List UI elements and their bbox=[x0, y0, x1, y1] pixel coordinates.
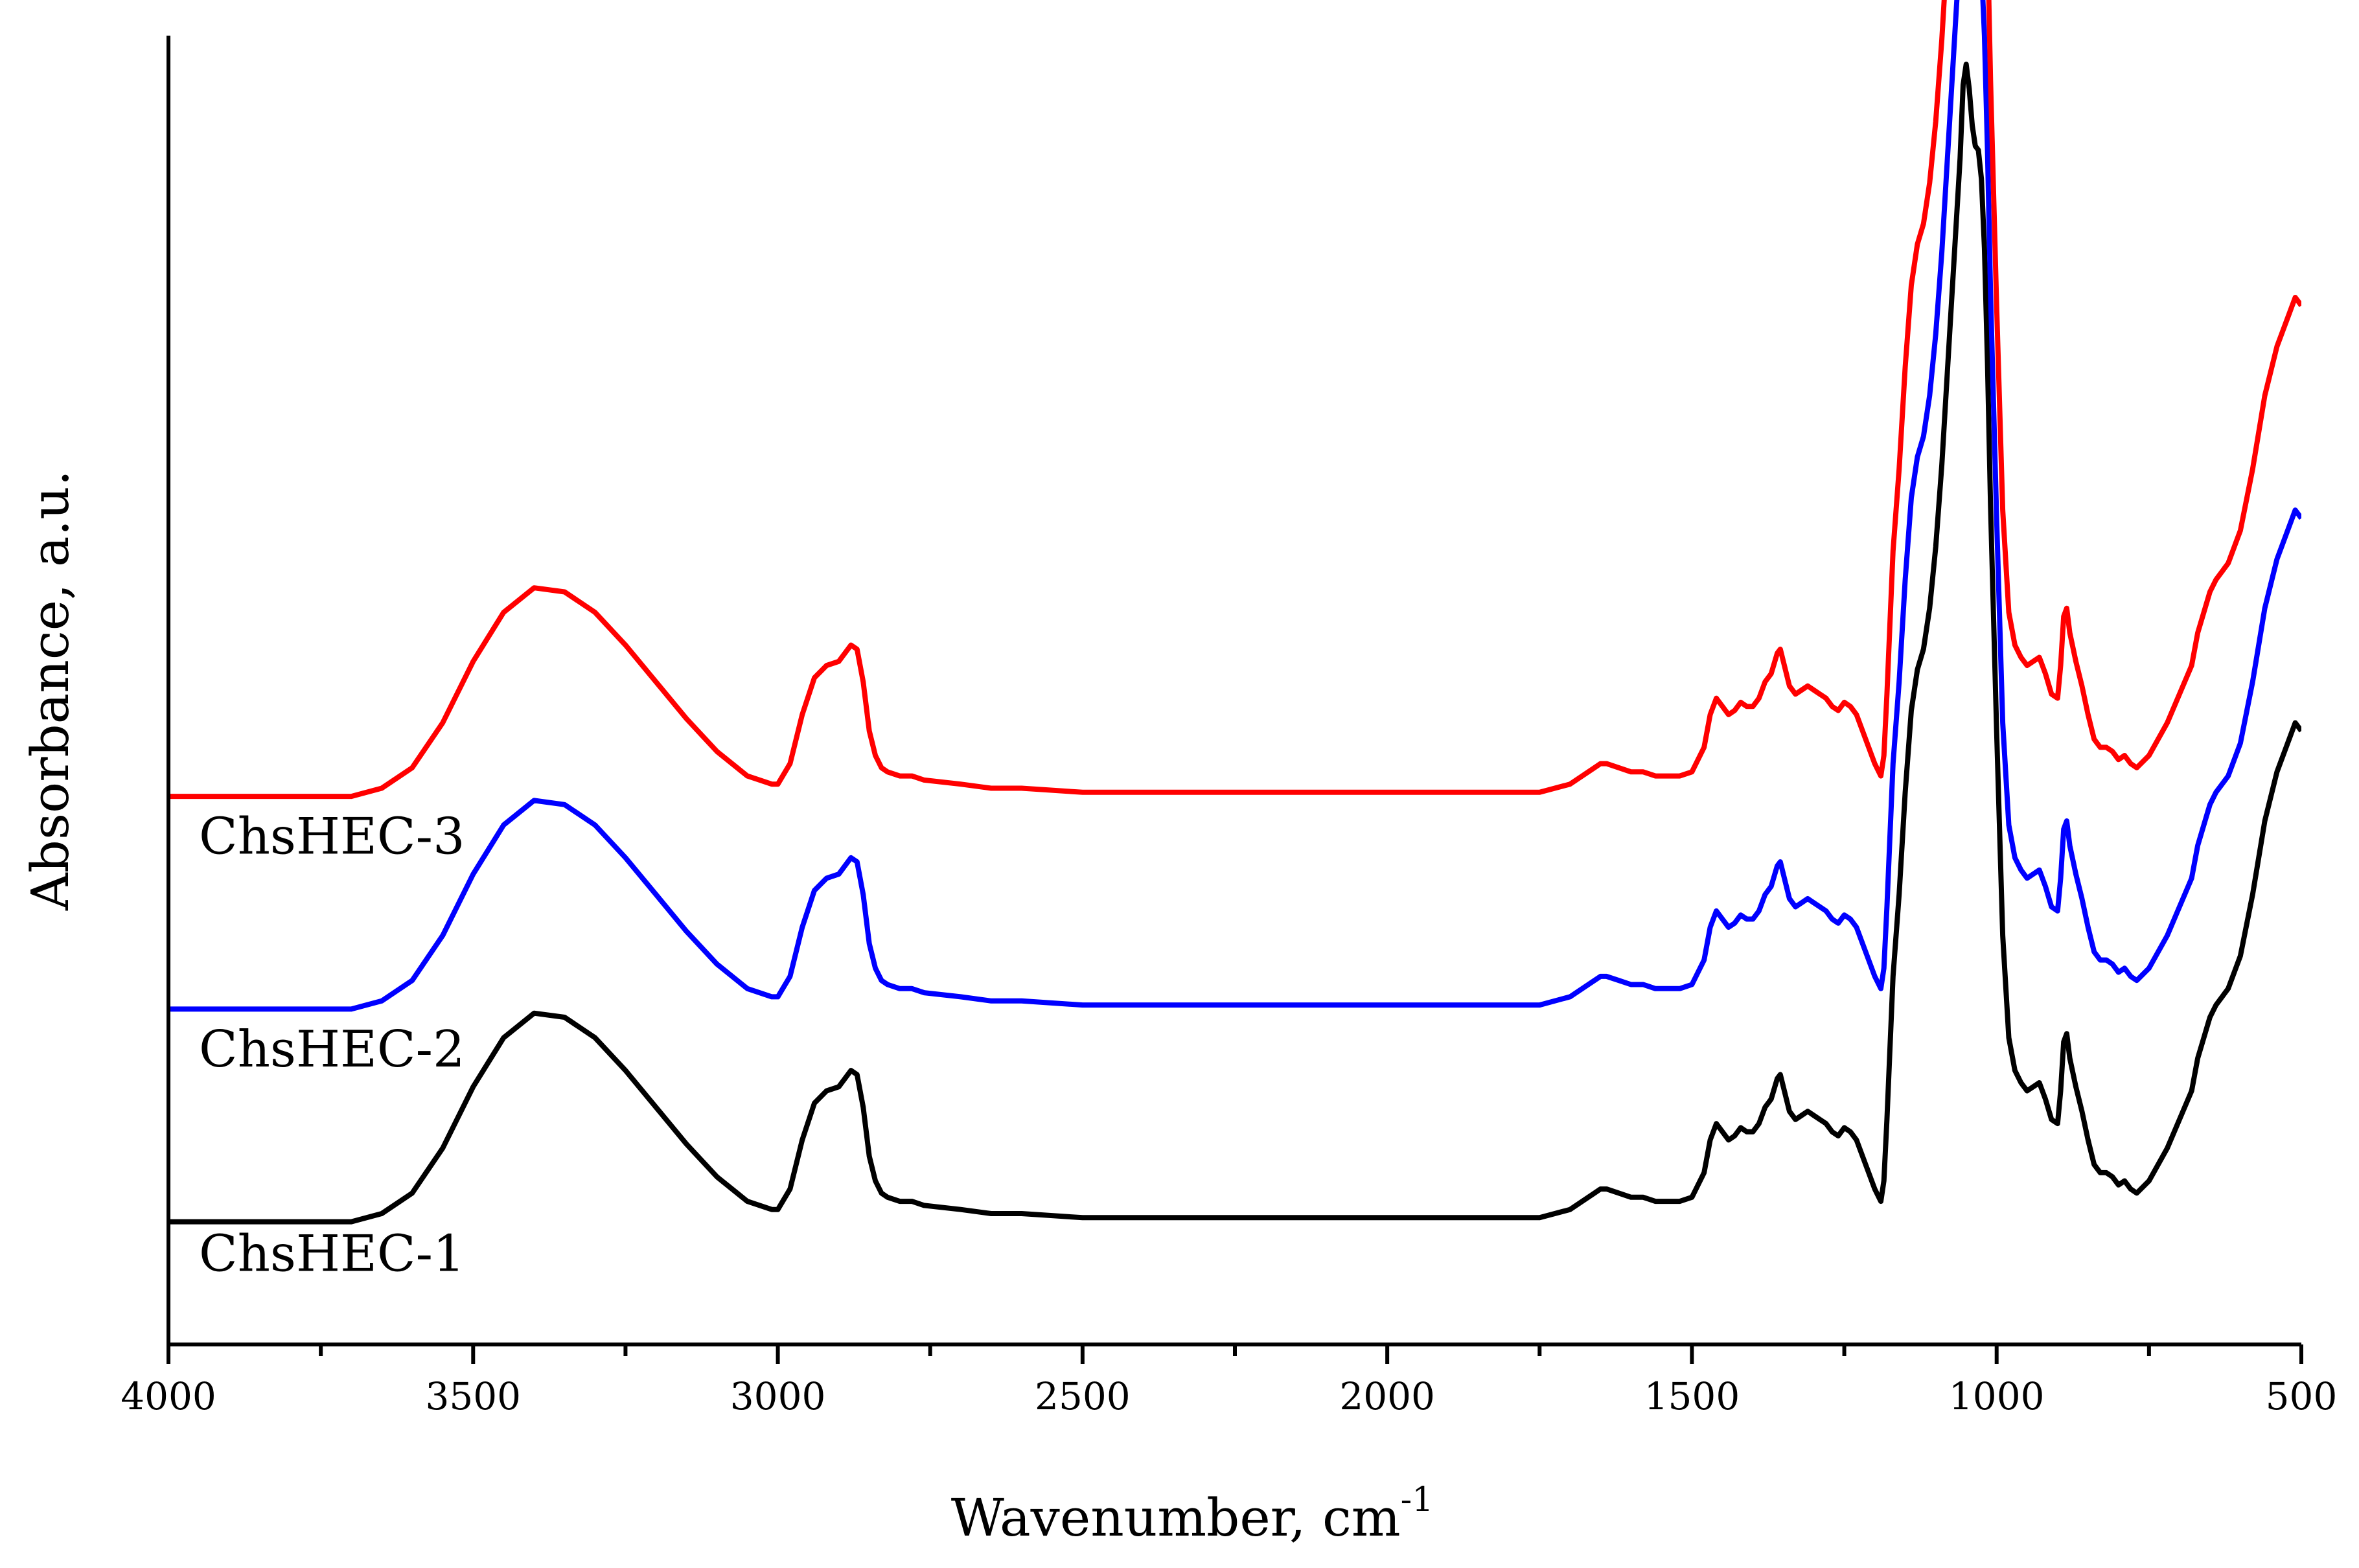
tick-layer: 4000 3500 3000 2500 2000 1500 1000 500 bbox=[121, 1344, 2337, 1418]
series-label-chshec-1: ChsHEC-1 bbox=[199, 1225, 465, 1283]
label-layer: ChsHEC-1 ChsHEC-2 ChsHEC-3 bbox=[199, 808, 465, 1284]
x-axis-title-superscript: -1 bbox=[1401, 1481, 1434, 1519]
x-tick-label: 1500 bbox=[1644, 1374, 1740, 1418]
y-axis-title: Absorbance, a.u. bbox=[20, 470, 80, 911]
series-label-chshec-2: ChsHEC-2 bbox=[199, 1020, 465, 1079]
series-line-chshec-3 bbox=[168, 0, 2301, 800]
x-axis-title: Wavenumber, cm-1 bbox=[951, 1481, 1434, 1548]
x-tick-label: 500 bbox=[2266, 1374, 2338, 1418]
x-tick-label: 1000 bbox=[1949, 1374, 2045, 1418]
series-layer bbox=[168, 0, 2301, 1225]
axis-layer bbox=[167, 36, 2301, 1346]
series-line-chshec-1 bbox=[168, 62, 2301, 1225]
series-line-chshec-2 bbox=[168, 0, 2301, 1012]
x-tick-label: 4000 bbox=[121, 1374, 216, 1418]
x-tick-label: 3500 bbox=[425, 1374, 521, 1418]
x-tick-label: 3000 bbox=[730, 1374, 826, 1418]
series-label-chshec-3: ChsHEC-3 bbox=[199, 808, 465, 866]
x-tick-label: 2500 bbox=[1035, 1374, 1131, 1418]
x-tick-label: 2000 bbox=[1339, 1374, 1435, 1418]
x-axis-title-text: Wavenumber, cm bbox=[951, 1488, 1401, 1548]
